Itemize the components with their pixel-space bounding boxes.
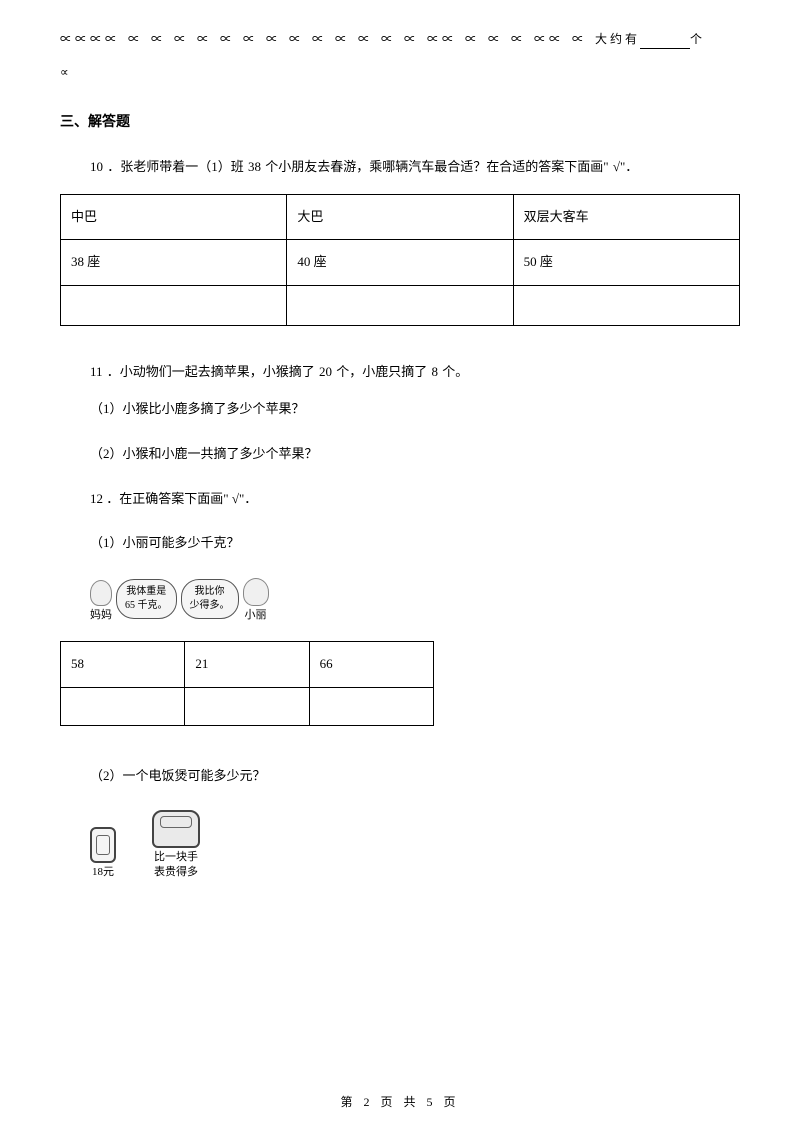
infinity-symbols: ∝∝∝∝ ∝ ∝ ∝ ∝ ∝ ∝ ∝ ∝ ∝ ∝ ∝ ∝ ∝ ∝∝ ∝ ∝ ∝ … (60, 32, 587, 46)
q12-sub1: （1）小丽可能多少千克？ (90, 533, 740, 554)
item-row: 18元 比一块手 表贵得多 (90, 810, 740, 879)
cooker-label: 比一块手 表贵得多 (154, 850, 198, 879)
table-row (61, 687, 434, 725)
answer-cell[interactable] (309, 687, 433, 725)
answer-cell[interactable] (185, 687, 309, 725)
mama-speech: 我体重是 65 千克。 (116, 579, 177, 619)
mama-label: 妈妈 (90, 607, 112, 625)
table-cell: 38 座 (61, 240, 287, 286)
q12-table: 58 21 66 (60, 641, 434, 726)
question-10: 10 ．张老师带着一（1）班 38 个小朋友去春游，乘哪辆汽车最合适？在合适的答… (90, 157, 740, 178)
q11-sub2: （2）小猴和小鹿一共摘了多少个苹果？ (90, 444, 740, 465)
table-row: 中巴 大巴 双层大客车 (61, 194, 740, 240)
rice-cooker-icon (152, 810, 200, 848)
xiaoli-speech: 我比你 少得多。 (181, 579, 239, 619)
watch-icon (90, 827, 116, 863)
table-cell: 双层大客车 (513, 194, 739, 240)
table-cell: 21 (185, 641, 309, 687)
table-cell: 中巴 (61, 194, 287, 240)
xiaoli-icon (243, 578, 269, 606)
q10-table: 中巴 大巴 双层大客车 38 座 40 座 50 座 (60, 194, 740, 327)
table-row (61, 286, 740, 326)
xiaoli-character: 小丽 (243, 578, 269, 625)
infinity-single: ∝ (60, 63, 740, 82)
page-footer: 第 2 页 共 5 页 (0, 1093, 800, 1112)
answer-cell[interactable] (61, 687, 185, 725)
unit-label: 个 (690, 32, 705, 46)
table-cell: 40 座 (287, 240, 513, 286)
table-cell: 66 (309, 641, 433, 687)
answer-cell[interactable] (513, 286, 739, 326)
q11-number: 11 ． (90, 364, 120, 379)
table-cell: 大巴 (287, 194, 513, 240)
cooker-block: 比一块手 表贵得多 (152, 810, 200, 879)
mama-character: 妈妈 (90, 580, 112, 625)
mama-icon (90, 580, 112, 606)
xiaoli-label: 小丽 (245, 607, 267, 625)
watch-block: 18元 (90, 827, 116, 879)
q11-sub1: （1）小猴比小鹿多摘了多少个苹果？ (90, 399, 740, 420)
table-row: 58 21 66 (61, 641, 434, 687)
q10-text: 张老师带着一（1）班 38 个小朋友去春游，乘哪辆汽车最合适？在合适的答案下面画… (120, 159, 638, 174)
q10-number: 10 ． (90, 159, 120, 174)
approx-label: 大约有 (595, 32, 640, 46)
question-12: 12 ．在正确答案下面画" √"． (90, 489, 740, 510)
answer-cell[interactable] (287, 286, 513, 326)
table-cell: 50 座 (513, 240, 739, 286)
q12-text: 在正确答案下面画" √"． (119, 491, 257, 506)
q11-text: 小动物们一起去摘苹果，小猴摘了 20 个，小鹿只摘了 8 个。 (120, 364, 469, 379)
q12-sub2: （2）一个电饭煲可能多少元？ (90, 766, 740, 787)
question-11: 11 ．小动物们一起去摘苹果，小猴摘了 20 个，小鹿只摘了 8 个。 (90, 362, 740, 383)
table-cell: 58 (61, 641, 185, 687)
q12-number: 12 ． (90, 491, 119, 506)
fill-blank[interactable] (640, 35, 690, 49)
dialogue-q12-1: 妈妈 我体重是 65 千克。 我比你 少得多。 小丽 (90, 578, 740, 625)
infinity-row: ∝∝∝∝ ∝ ∝ ∝ ∝ ∝ ∝ ∝ ∝ ∝ ∝ ∝ ∝ ∝ ∝∝ ∝ ∝ ∝ … (60, 30, 740, 49)
table-row: 38 座 40 座 50 座 (61, 240, 740, 286)
watch-price: 18元 (92, 865, 114, 879)
section-3-heading: 三、解答题 (60, 112, 740, 134)
answer-cell[interactable] (61, 286, 287, 326)
